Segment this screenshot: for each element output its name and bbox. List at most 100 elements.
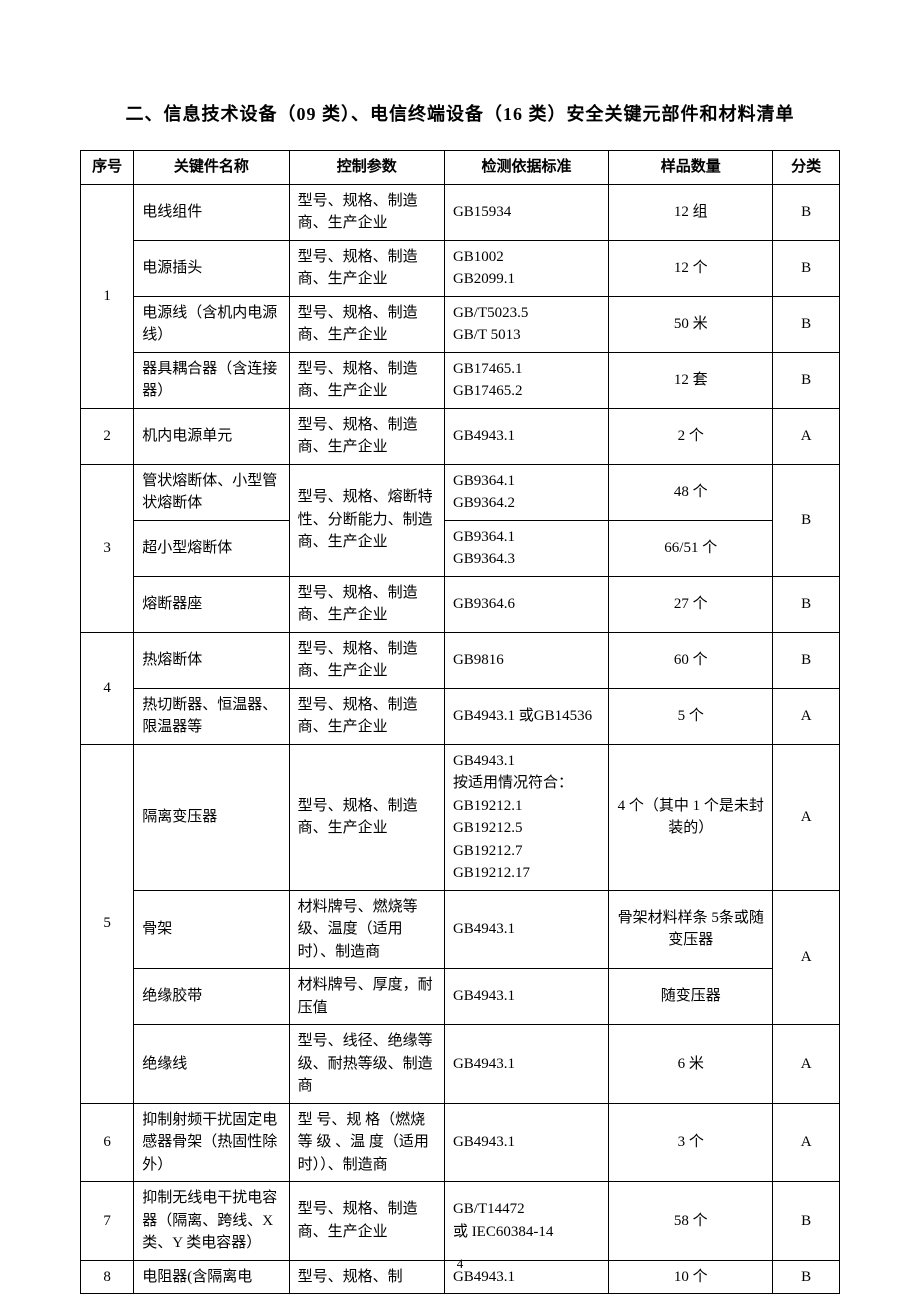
cell-qty: 48 个 — [609, 464, 773, 520]
cell-std: GB/T5023.5GB/T 5013 — [444, 296, 608, 352]
cell-part: 电线组件 — [134, 184, 289, 240]
cell-qty: 4 个（其中 1 个是未封装的） — [609, 744, 773, 890]
cell-part: 机内电源单元 — [134, 408, 289, 464]
table-row: 超小型熔断体 GB9364.1GB9364.3 66/51 个 — [81, 520, 840, 576]
cell-ctrl: 型号、规格、制造商、生产企业 — [289, 240, 444, 296]
cell-part: 抑制无线电干扰电容器（隔离、跨线、X 类、Y 类电容器） — [134, 1182, 289, 1261]
cell-qty: 5 个 — [609, 688, 773, 744]
cell-qty: 60 个 — [609, 632, 773, 688]
col-class: 分类 — [773, 151, 840, 185]
cell-ctrl: 型号、规格、制造商、生产企业 — [289, 296, 444, 352]
cell-num: 5 — [81, 744, 134, 1103]
cell-qty: 12 组 — [609, 184, 773, 240]
cell-part: 超小型熔断体 — [134, 520, 289, 576]
table-row: 2 机内电源单元 型号、规格、制造商、生产企业 GB4943.1 2 个 A — [81, 408, 840, 464]
cell-cls: B — [773, 576, 840, 632]
cell-ctrl: 材料牌号、燃烧等级、温度（适用时）、制造商 — [289, 890, 444, 969]
table-row: 7 抑制无线电干扰电容器（隔离、跨线、X 类、Y 类电容器） 型号、规格、制造商… — [81, 1182, 840, 1261]
cell-ctrl: 型 号、规 格（燃烧 等 级 、温 度（适用时））、制造商 — [289, 1103, 444, 1182]
cell-num: 4 — [81, 632, 134, 744]
table-row: 熔断器座 型号、规格、制造商、生产企业 GB9364.6 27 个 B — [81, 576, 840, 632]
cell-cls: A — [773, 744, 840, 890]
table-row: 4 热熔断体 型号、规格、制造商、生产企业 GB9816 60 个 B — [81, 632, 840, 688]
table-header-row: 序号 关键件名称 控制参数 检测依据标准 样品数量 分类 — [81, 151, 840, 185]
cell-std: GB4943.1 — [444, 1103, 608, 1182]
document-title: 二、信息技术设备（09 类）、电信终端设备（16 类）安全关键元部件和材料清单 — [80, 100, 840, 126]
cell-part: 管状熔断体、小型管状熔断体 — [134, 464, 289, 520]
cell-cls: A — [773, 688, 840, 744]
cell-qty: 2 个 — [609, 408, 773, 464]
cell-cls: B — [773, 1182, 840, 1261]
cell-part: 热切断器、恒温器、限温器等 — [134, 688, 289, 744]
cell-part: 隔离变压器 — [134, 744, 289, 890]
cell-std: GB9364.1GB9364.2 — [444, 464, 608, 520]
cell-std: GB4943.1 — [444, 969, 608, 1025]
cell-num: 2 — [81, 408, 134, 464]
cell-ctrl: 型号、规格、制造商、生产企业 — [289, 576, 444, 632]
table-row: 电源插头 型号、规格、制造商、生产企业 GB1002GB2099.1 12 个 … — [81, 240, 840, 296]
cell-cls: A — [773, 408, 840, 464]
cell-num: 1 — [81, 184, 134, 408]
cell-ctrl: 型号、规格、制造商、生产企业 — [289, 408, 444, 464]
cell-std: GB1002GB2099.1 — [444, 240, 608, 296]
cell-std: GB4943.1 或GB14536 — [444, 688, 608, 744]
table-row: 绝缘线 型号、线径、绝缘等级、耐热等级、制造商 GB4943.1 6 米 A — [81, 1025, 840, 1104]
cell-part: 绝缘胶带 — [134, 969, 289, 1025]
cell-cls: A — [773, 1025, 840, 1104]
cell-part: 抑制射频干扰固定电感器骨架（热固性除外） — [134, 1103, 289, 1182]
cell-cls: B — [773, 352, 840, 408]
cell-part: 骨架 — [134, 890, 289, 969]
table-row: 电源线（含机内电源线） 型号、规格、制造商、生产企业 GB/T5023.5GB/… — [81, 296, 840, 352]
table-row: 6 抑制射频干扰固定电感器骨架（热固性除外） 型 号、规 格（燃烧 等 级 、温… — [81, 1103, 840, 1182]
cell-ctrl: 型号、规格、制造商、生产企业 — [289, 1182, 444, 1261]
cell-part: 绝缘线 — [134, 1025, 289, 1104]
table-row: 骨架 材料牌号、燃烧等级、温度（适用时）、制造商 GB4943.1 骨架材料样条… — [81, 890, 840, 969]
cell-qty: 12 个 — [609, 240, 773, 296]
cell-ctrl: 型号、规格、制造商、生产企业 — [289, 352, 444, 408]
table-row: 3 管状熔断体、小型管状熔断体 型号、规格、熔断特性、分断能力、制造商、生产企业… — [81, 464, 840, 520]
cell-ctrl: 型号、规格、制造商、生产企业 — [289, 744, 444, 890]
cell-qty: 12 套 — [609, 352, 773, 408]
cell-cls: B — [773, 632, 840, 688]
cell-qty: 50 米 — [609, 296, 773, 352]
cell-cls: B — [773, 464, 840, 576]
cell-std: GB4943.1按适用情况符合：GB19212.1GB19212.5GB1921… — [444, 744, 608, 890]
cell-qty: 27 个 — [609, 576, 773, 632]
table-row: 绝缘胶带 材料牌号、厚度，耐压值 GB4943.1 随变压器 — [81, 969, 840, 1025]
cell-num: 6 — [81, 1103, 134, 1182]
cell-part: 器具耦合器（含连接器） — [134, 352, 289, 408]
cell-qty: 6 米 — [609, 1025, 773, 1104]
cell-ctrl: 型号、规格、制造商、生产企业 — [289, 632, 444, 688]
col-quantity: 样品数量 — [609, 151, 773, 185]
table-row: 1 电线组件 型号、规格、制造商、生产企业 GB15934 12 组 B — [81, 184, 840, 240]
col-control: 控制参数 — [289, 151, 444, 185]
cell-qty: 骨架材料样条 5条或随变压器 — [609, 890, 773, 969]
cell-qty: 66/51 个 — [609, 520, 773, 576]
cell-ctrl: 型号、线径、绝缘等级、耐热等级、制造商 — [289, 1025, 444, 1104]
cell-std: GB/T14472或 IEC60384-14 — [444, 1182, 608, 1261]
cell-num: 7 — [81, 1182, 134, 1261]
table-row: 器具耦合器（含连接器） 型号、规格、制造商、生产企业 GB17465.1GB17… — [81, 352, 840, 408]
cell-qty: 随变压器 — [609, 969, 773, 1025]
cell-cls: B — [773, 184, 840, 240]
cell-std: GB9364.6 — [444, 576, 608, 632]
cell-cls: B — [773, 296, 840, 352]
cell-ctrl: 型号、规格、制造商、生产企业 — [289, 688, 444, 744]
cell-std: GB17465.1GB17465.2 — [444, 352, 608, 408]
cell-ctrl: 材料牌号、厚度，耐压值 — [289, 969, 444, 1025]
cell-std: GB4943.1 — [444, 890, 608, 969]
col-part: 关键件名称 — [134, 151, 289, 185]
page-number: 4 — [0, 1256, 920, 1272]
cell-std: GB9364.1GB9364.3 — [444, 520, 608, 576]
cell-part: 电源线（含机内电源线） — [134, 296, 289, 352]
cell-std: GB15934 — [444, 184, 608, 240]
table-row: 热切断器、恒温器、限温器等 型号、规格、制造商、生产企业 GB4943.1 或G… — [81, 688, 840, 744]
cell-cls: B — [773, 240, 840, 296]
cell-part: 电源插头 — [134, 240, 289, 296]
components-table: 序号 关键件名称 控制参数 检测依据标准 样品数量 分类 1 电线组件 型号、规… — [80, 150, 840, 1294]
cell-qty: 3 个 — [609, 1103, 773, 1182]
cell-ctrl: 型号、规格、熔断特性、分断能力、制造商、生产企业 — [289, 464, 444, 576]
cell-qty: 58 个 — [609, 1182, 773, 1261]
cell-cls: A — [773, 890, 840, 1025]
cell-cls: A — [773, 1103, 840, 1182]
